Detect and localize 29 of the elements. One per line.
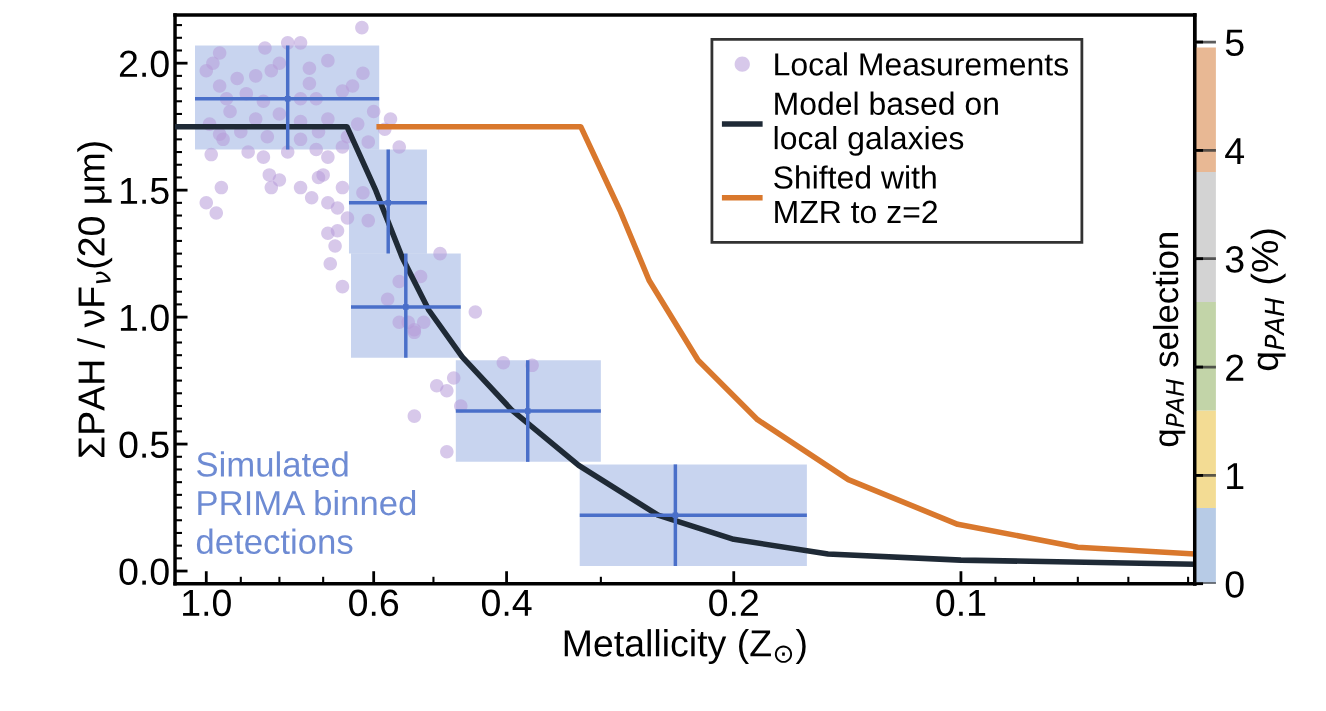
bar: [1194, 410, 1216, 508]
bar: [1194, 302, 1216, 411]
x-tick-label: 0.6: [349, 589, 399, 617]
y-tick-label: 0.0: [119, 558, 169, 585]
bar: [1194, 172, 1216, 303]
annotation: Simulated PRIMA binned detections: [196, 451, 416, 555]
y-tick-label: 3: [1225, 246, 1244, 273]
x-tick-label: 0.2: [709, 589, 758, 617]
y-tick-label: 4: [1225, 138, 1245, 164]
y-tick-label: 0: [1225, 571, 1244, 598]
annotation: q$_{PAH}$ selection: [1152, 233, 1186, 447]
y-tick-label: 1: [1227, 463, 1244, 489]
legend-label: Shifted with MZR to z=2: [774, 165, 937, 224]
x-tick-label: 0.1: [936, 589, 986, 617]
y-axis-title: q$_{PAH}$ (%): [1250, 229, 1286, 371]
y-tick-label: 1.5: [120, 177, 169, 205]
legend-label: Local Measurements: [775, 52, 1068, 76]
y-tick-label: 2.0: [119, 50, 169, 78]
legend-label: Model based on local galaxies: [774, 91, 998, 156]
y-tick-label: 1.0: [120, 304, 169, 332]
bar: [1194, 507, 1216, 584]
y-tick-label: 5: [1225, 29, 1244, 56]
x-axis-title: Metallicity (Z$_{⊙}$): [564, 629, 806, 665]
y-axis-title: ΣPAH / νF$_{ν}$(20 μm): [77, 142, 113, 458]
x-tick-label: 0.4: [481, 589, 532, 617]
y-tick-label: 0.5: [119, 431, 169, 459]
y-tick-label: 2: [1226, 354, 1244, 381]
x-tick-label: 1.0: [183, 589, 231, 617]
bar: [1194, 47, 1216, 173]
